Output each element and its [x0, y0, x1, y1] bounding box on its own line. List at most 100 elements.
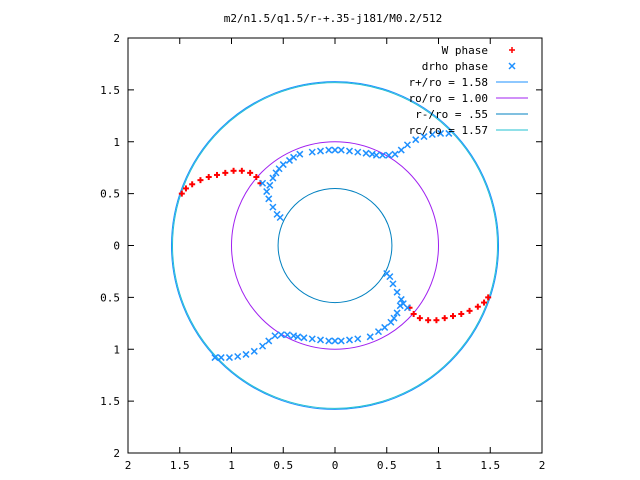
drho-phase-point: [316, 147, 325, 155]
data-points: [178, 129, 492, 362]
drho-phase-point: [437, 129, 445, 137]
y-tick-label: 1: [113, 136, 120, 149]
drho-phase-point: [290, 332, 298, 340]
drho-phase-point: [225, 354, 233, 362]
drho-phase-point: [381, 323, 389, 331]
y-tick-label: 2: [113, 32, 120, 45]
drho-phase-point: [397, 146, 405, 154]
y-tick-label: 1: [113, 343, 120, 356]
w-phase-point: [449, 313, 456, 320]
drho-phase-point: [234, 352, 242, 361]
drho-phase-point: [266, 181, 274, 189]
drho-phase-point: [277, 331, 285, 339]
w-phase-point: [222, 169, 229, 176]
drho-phase-point: [265, 195, 273, 203]
drho-phase-point: [325, 337, 333, 345]
drho-phase-point: [211, 354, 219, 362]
drho-phase-point: [389, 280, 397, 288]
legend-label: r+/ro = 1.58: [409, 76, 488, 89]
drho-phase-point: [337, 337, 345, 345]
drho-phase-point: [372, 151, 380, 159]
drho-phase-point: [263, 188, 271, 196]
w-phase-point: [481, 299, 488, 306]
x-tick-label: 1.5: [480, 459, 500, 472]
circle-r-1: [231, 141, 439, 350]
y-tick-label: 0.5: [100, 188, 120, 201]
drho-phase-point: [396, 302, 404, 310]
drho-phase-point: [379, 151, 387, 159]
drho-phase-point: [354, 148, 362, 156]
x-tick-label: 2: [539, 459, 546, 472]
legend: W phase drho phase r+/ro = 1.58 ro/ro = 1.0…: [409, 44, 528, 137]
drho-phase-point: [290, 153, 298, 161]
drho-phase-point: [269, 174, 277, 182]
drho-phase-point: [366, 333, 374, 341]
drho-phase-point: [428, 130, 436, 139]
drho-phase-point: [403, 304, 411, 312]
w-phase-point: [466, 307, 473, 314]
drho-phase-point: [296, 150, 304, 158]
drho-phase-point: [403, 141, 411, 149]
w-phase-point: [178, 190, 185, 197]
y-tick-label: 0: [113, 240, 120, 253]
drho-phase-point: [269, 203, 277, 211]
w-phase-point: [485, 294, 492, 301]
drho-phase-point: [354, 335, 362, 343]
x-tick-label: 2: [125, 459, 132, 472]
w-phase-point: [230, 167, 237, 174]
drho-phase-point: [345, 336, 354, 344]
drho-phase-point: [308, 335, 316, 343]
w-phase-point: [197, 177, 204, 184]
drho-phase-point: [445, 129, 453, 137]
circle-r-0-55: [277, 187, 393, 304]
drho-phase-point: [316, 336, 325, 344]
legend-label: W phase: [442, 44, 488, 57]
circle-r-1-58: [170, 81, 500, 410]
x-tick-label: 0.5: [377, 459, 397, 472]
w-phase-point: [441, 315, 448, 322]
drho-phase-point: [283, 331, 291, 339]
legend-w-phase-symbol: [509, 47, 515, 53]
w-phase-point: [247, 169, 254, 176]
w-phase-point: [205, 174, 212, 181]
w-phase-point: [182, 185, 189, 192]
drho-phase-point: [385, 151, 393, 159]
drho-phase-point: [276, 213, 284, 222]
drho-phase-point: [362, 149, 370, 157]
legend-label: drho phase: [422, 60, 488, 73]
drho-phase-point: [386, 273, 394, 281]
drho-phase-point: [420, 133, 428, 141]
drho-phase-point: [217, 354, 225, 362]
drho-phase-point: [412, 136, 420, 144]
w-phase-point: [189, 181, 196, 188]
drho-phase-point: [259, 342, 267, 350]
legend-label: r-/ro = .55: [415, 108, 488, 121]
w-phase-point: [410, 310, 417, 317]
legend-drho-phase-symbol: [508, 62, 516, 70]
legend-label: rc/ro = 1.57: [409, 124, 488, 137]
w-phase-point: [425, 317, 432, 324]
drho-phase-point: [374, 328, 383, 336]
chart-title: m2/n1.5/q1.5/r-+.35-j181/M0.2/512: [224, 12, 443, 25]
reference-circles: [170, 81, 500, 410]
drho-phase-point: [337, 146, 345, 154]
circle-r-1-57: [172, 82, 498, 409]
drho-phase-point: [387, 318, 395, 326]
w-phase-point: [416, 315, 423, 322]
drho-phase-point: [393, 288, 401, 296]
w-phase-point: [433, 317, 440, 324]
y-tick-label: 2: [113, 447, 120, 460]
x-tick-label: 0.5: [273, 459, 293, 472]
drho-phase-point: [325, 146, 333, 154]
drho-phase-point: [397, 295, 405, 303]
w-phase-point: [214, 171, 221, 178]
x-tick-label: 0: [332, 459, 339, 472]
x-tick-label: 1: [435, 459, 442, 472]
drho-phase-point: [259, 179, 267, 187]
drho-phase-point: [308, 148, 316, 156]
y-tick-label: 1.5: [100, 84, 120, 97]
y-tick-label: 0.5: [100, 291, 120, 304]
drho-phase-point: [271, 332, 279, 340]
axis-ticks: 2 1.5 1 0.5 0 0.5 1 1.5 221.510.500.511.52: [100, 32, 545, 472]
